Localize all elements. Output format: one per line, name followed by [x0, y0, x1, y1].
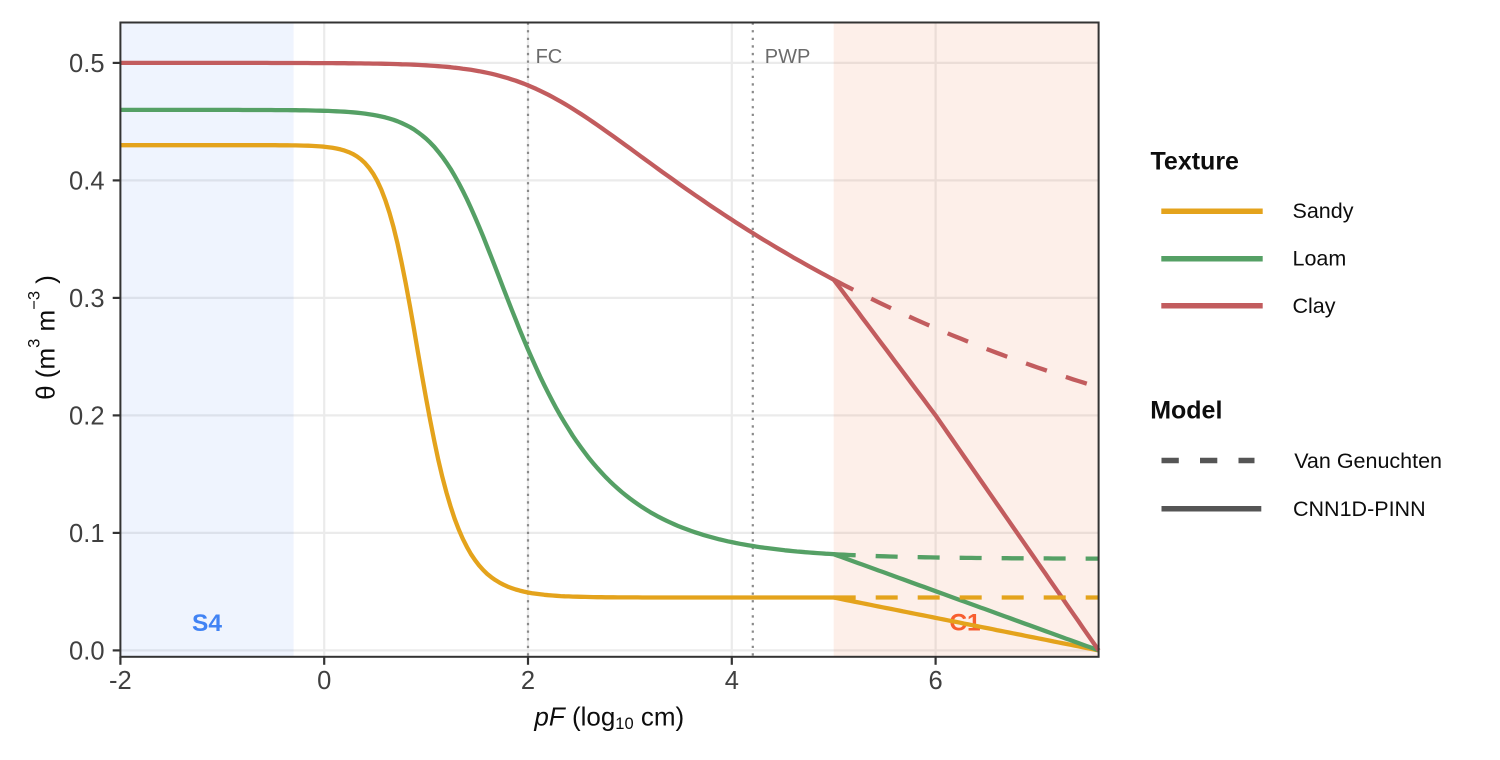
svg-text:S4: S4 — [192, 610, 222, 637]
svg-text:Clay: Clay — [1293, 294, 1336, 318]
svg-text:Sandy: Sandy — [1293, 199, 1354, 223]
svg-text:Texture: Texture — [1151, 148, 1240, 176]
svg-text:6: 6 — [929, 667, 943, 695]
svg-text:0: 0 — [317, 667, 331, 695]
svg-text:4: 4 — [725, 667, 739, 695]
svg-text:Model: Model — [1150, 397, 1222, 425]
svg-text:0.0: 0.0 — [69, 638, 104, 666]
svg-text:0.3: 0.3 — [69, 285, 104, 313]
svg-text:2: 2 — [521, 667, 535, 695]
svg-text:0.5: 0.5 — [69, 50, 104, 78]
svg-text:-2: -2 — [109, 667, 132, 695]
svg-text:0.2: 0.2 — [69, 403, 104, 431]
svg-text:CNN1D-PINN: CNN1D-PINN — [1293, 497, 1426, 521]
svg-text:Van Genuchten: Van Genuchten — [1294, 449, 1442, 473]
svg-text:Loam: Loam — [1293, 247, 1347, 271]
svg-text:0.4: 0.4 — [69, 168, 104, 196]
svg-text:θ (m3 m−3 ): θ (m3 m−3 ) — [25, 275, 60, 400]
svg-text:PWP: PWP — [765, 46, 811, 68]
svg-text:0.1: 0.1 — [69, 520, 104, 548]
svg-text:pF (log10 cm): pF (log10 cm) — [533, 701, 684, 732]
svg-text:FC: FC — [536, 46, 563, 68]
